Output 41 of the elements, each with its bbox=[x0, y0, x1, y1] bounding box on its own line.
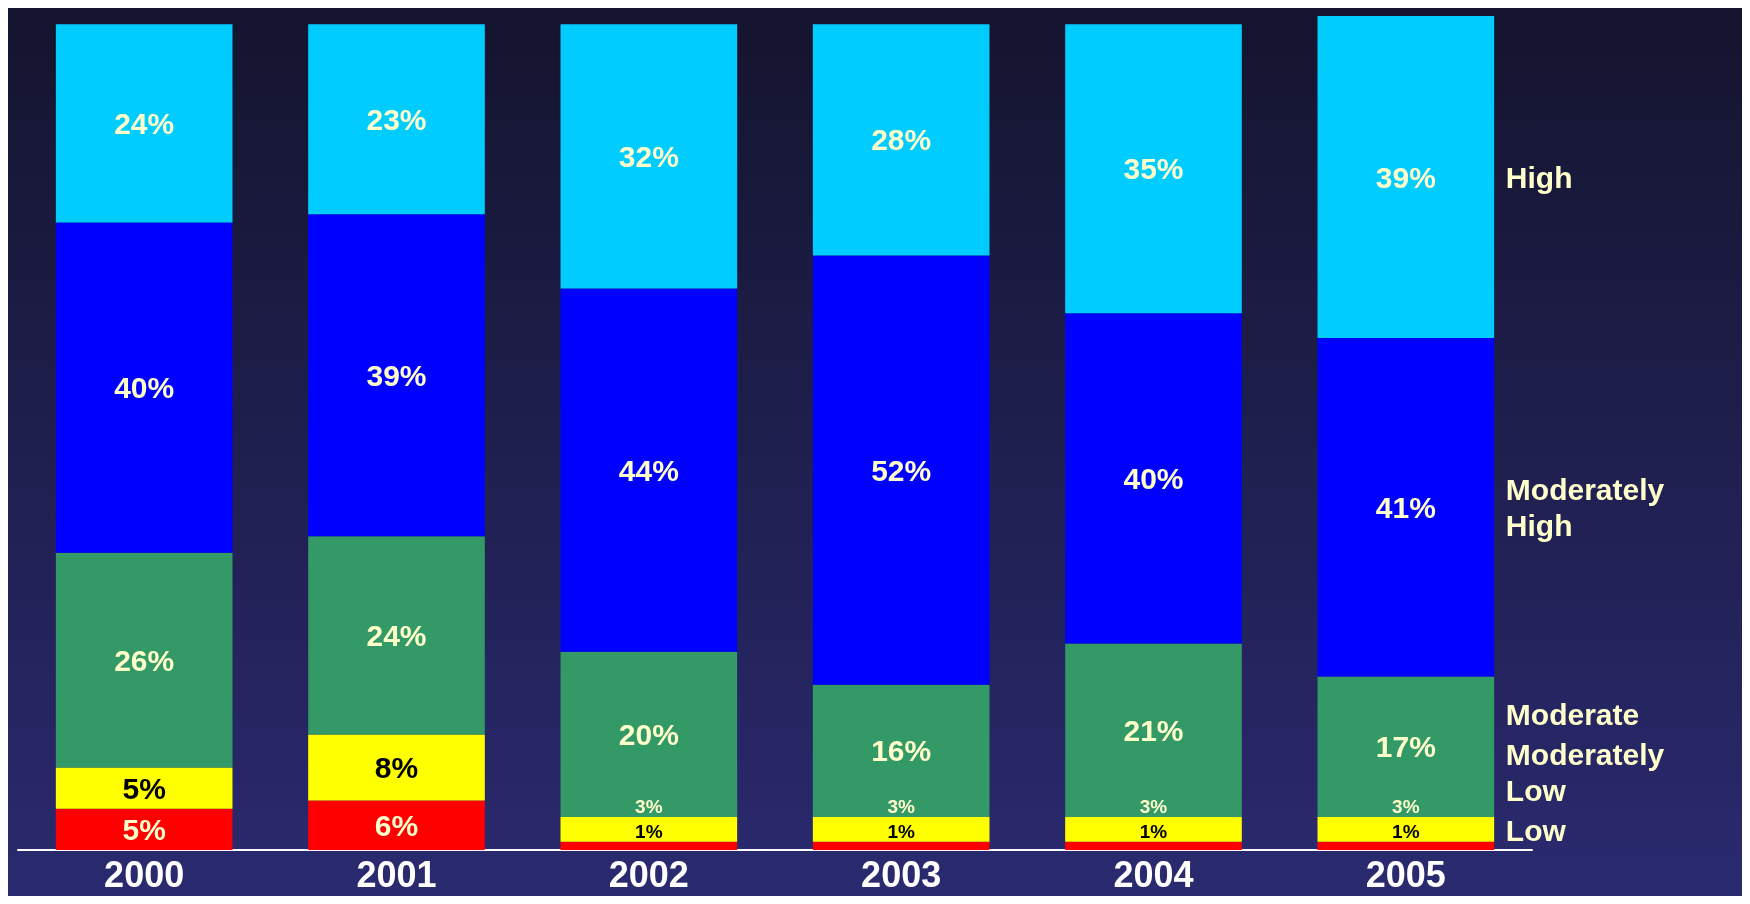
data-label: 28% bbox=[871, 123, 932, 157]
data-label: 20% bbox=[618, 717, 679, 751]
data-label: 17% bbox=[1375, 730, 1436, 764]
data-label: 1% bbox=[635, 820, 663, 842]
data-label: 23% bbox=[366, 102, 427, 136]
data-label: 1% bbox=[1392, 820, 1420, 842]
data-label: 35% bbox=[1123, 152, 1184, 186]
x-tick-label: 2000 bbox=[104, 853, 185, 895]
series-label: Moderate bbox=[1505, 697, 1640, 731]
series-label: Moderately High bbox=[1505, 472, 1673, 542]
data-label: 39% bbox=[366, 358, 427, 392]
data-label: 41% bbox=[1375, 490, 1436, 524]
data-label: 40% bbox=[114, 371, 175, 405]
data-label: 5% bbox=[122, 812, 166, 846]
data-label: 16% bbox=[871, 734, 932, 768]
data-label: 44% bbox=[618, 453, 679, 487]
data-label: 24% bbox=[114, 106, 175, 140]
data-label: 24% bbox=[366, 618, 427, 652]
data-label: 3% bbox=[1139, 795, 1168, 817]
series-label: Low bbox=[1505, 813, 1567, 847]
data-label: 1% bbox=[1139, 820, 1168, 842]
data-label: 32% bbox=[618, 139, 679, 173]
series-label: Moderately Low bbox=[1505, 737, 1673, 807]
data-label: 1% bbox=[887, 820, 915, 842]
series-label: High bbox=[1505, 160, 1573, 194]
data-label: 3% bbox=[635, 795, 663, 817]
data-label: 21% bbox=[1123, 713, 1184, 747]
data-label: 8% bbox=[374, 750, 419, 784]
data-label: 3% bbox=[1392, 795, 1420, 817]
x-tick-label: 2002 bbox=[608, 853, 689, 895]
data-label: 6% bbox=[374, 808, 419, 842]
data-label: 26% bbox=[114, 643, 175, 677]
x-tick-label: 2001 bbox=[356, 853, 437, 895]
x-tick-label: 2005 bbox=[1365, 853, 1446, 895]
data-label: 5% bbox=[122, 771, 166, 805]
x-tick-label: 2003 bbox=[861, 853, 942, 895]
data-label: 39% bbox=[1375, 160, 1436, 194]
data-label: 3% bbox=[887, 795, 915, 817]
x-tick-label: 2004 bbox=[1113, 853, 1194, 895]
data-label: 52% bbox=[871, 453, 932, 487]
data-label: 40% bbox=[1123, 461, 1184, 495]
